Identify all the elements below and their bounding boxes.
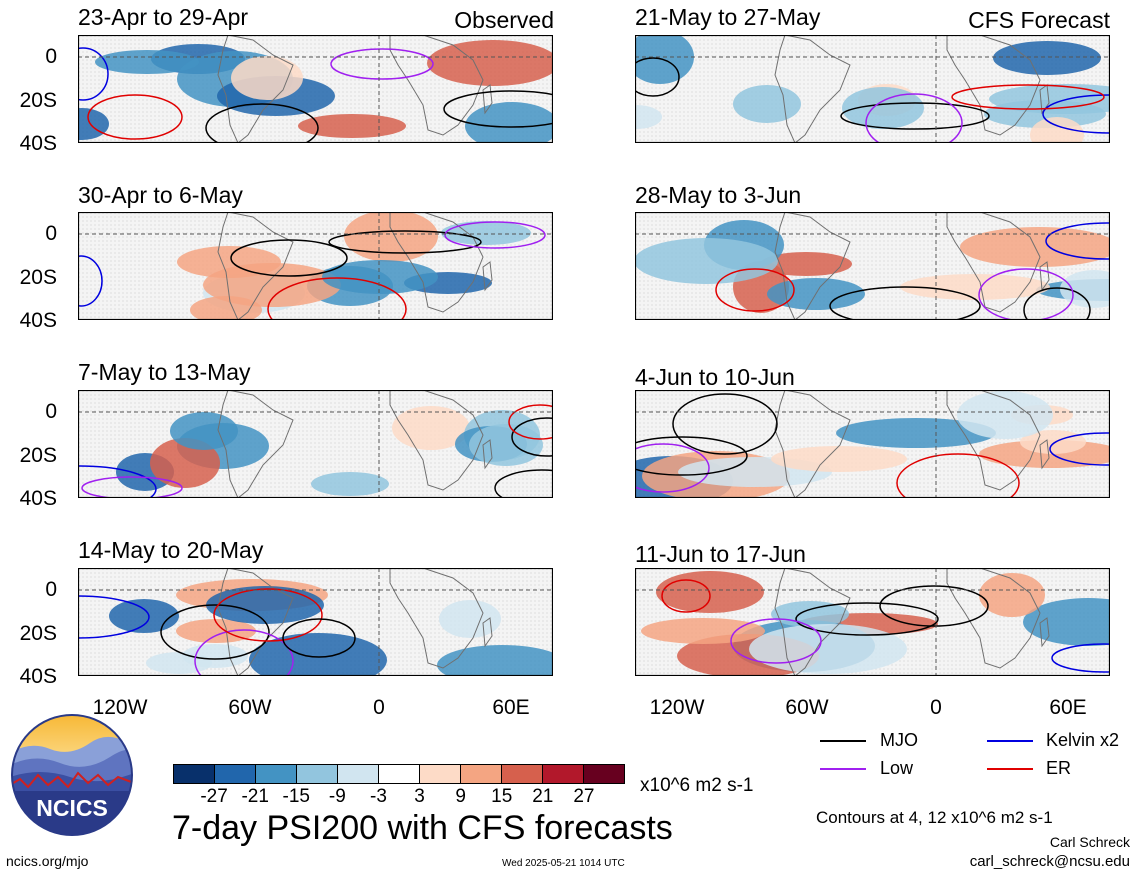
colorbar-swatch xyxy=(584,765,624,783)
panel-title-8: 11-Jun to 17-Jun xyxy=(635,541,806,567)
panel-title-1: 23-Apr to 29-Apr xyxy=(78,4,249,30)
lat-label-20s: 20S xyxy=(19,89,57,112)
colorbar-units: x10^6 m2 s-1 xyxy=(640,775,754,796)
lat-label-40s: 40S xyxy=(19,132,57,155)
colorbar-tick: 15 xyxy=(491,786,513,807)
site-link[interactable]: ncics.org/mjo xyxy=(6,853,89,869)
colorbar-swatch xyxy=(174,765,215,783)
panel-title-4: 14-May to 20-May xyxy=(78,537,264,563)
colorbar-tick: -27 xyxy=(200,786,228,807)
panel-title-5: 21-May to 27-May xyxy=(635,4,821,30)
lat-label-40s: 40S xyxy=(19,665,57,688)
lat-label-0: 0 xyxy=(45,222,57,245)
main-title: 7-day PSI200 with CFS forecasts xyxy=(172,809,673,847)
colorbar-tick: -9 xyxy=(328,786,346,807)
lon-label-120w: 120W xyxy=(649,696,705,719)
lat-label-40s: 40S xyxy=(19,487,57,510)
colorbar-swatch xyxy=(379,765,420,783)
legend-er-label: ER xyxy=(1046,758,1072,778)
colorbar-tick: 3 xyxy=(414,786,425,807)
map-panel-obs-2 xyxy=(78,212,553,320)
colorbar-tick: 21 xyxy=(532,786,554,807)
legend-kelvin-line xyxy=(987,740,1033,742)
map-panel-fcst-1 xyxy=(635,35,1110,143)
observed-label: Observed xyxy=(454,7,554,33)
lat-label-20s: 20S xyxy=(19,622,57,645)
lat-label-20s: 20S xyxy=(19,444,57,467)
panel-title-6: 28-May to 3-Jun xyxy=(635,182,802,208)
colorbar-tick: -15 xyxy=(282,786,310,807)
map-panel-fcst-2 xyxy=(635,212,1110,320)
legend-mjo-label: MJO xyxy=(880,730,918,750)
email: carl_schreck@ncsu.edu xyxy=(969,853,1130,870)
map-panel-fcst-3 xyxy=(635,390,1110,498)
legend-er-line xyxy=(987,768,1033,770)
colorbar-swatch xyxy=(256,765,297,783)
lon-label-60e: 60E xyxy=(492,696,530,719)
forecast-label: CFS Forecast xyxy=(968,7,1110,33)
colorbar-swatch xyxy=(543,765,584,783)
map-panel-fcst-4 xyxy=(635,568,1110,676)
ncics-logo: NCICS xyxy=(11,714,133,836)
colorbar-swatch xyxy=(502,765,543,783)
contours-note: Contours at 4, 12 x10^6 m2 s-1 xyxy=(816,808,1053,827)
logo-text: NCICS xyxy=(36,795,108,821)
legend-low-line xyxy=(820,768,866,770)
colorbar-swatch xyxy=(215,765,256,783)
colorbar xyxy=(173,764,625,784)
author: Carl Schreck xyxy=(1049,834,1130,850)
colorbar-tick: -3 xyxy=(370,786,387,807)
colorbar-tick: -21 xyxy=(241,786,269,807)
lat-label-40s: 40S xyxy=(19,309,57,332)
map-panel-obs-1 xyxy=(78,35,553,143)
colorbar-swatch xyxy=(420,765,461,783)
legend-kelvin-label: Kelvin x2 xyxy=(1046,730,1120,750)
colorbar-swatch xyxy=(461,765,502,783)
lon-label-0: 0 xyxy=(373,696,385,719)
map-panel-obs-4 xyxy=(78,568,553,676)
lon-label-60w: 60W xyxy=(228,696,272,719)
panel-title-7: 4-Jun to 10-Jun xyxy=(635,364,795,390)
panel-title-2: 30-Apr to 6-May xyxy=(78,182,243,208)
lon-label-120w: 120W xyxy=(92,696,148,719)
lon-label-60e: 60E xyxy=(1049,696,1087,719)
legend-mjo-line xyxy=(820,740,866,742)
lat-label-20s: 20S xyxy=(19,266,57,289)
lon-label-60w: 60W xyxy=(785,696,829,719)
lat-label-0: 0 xyxy=(45,45,57,68)
lon-label-0: 0 xyxy=(930,696,942,719)
colorbar-swatch xyxy=(338,765,379,783)
map-panel-obs-3 xyxy=(78,390,553,498)
lat-label-0: 0 xyxy=(45,578,57,601)
colorbar-swatch xyxy=(297,765,338,783)
colorbar-tick: 27 xyxy=(573,786,595,807)
colorbar-tick: 9 xyxy=(455,786,466,807)
legend-low-label: Low xyxy=(880,758,914,778)
timestamp: Wed 2025-05-21 1014 UTC xyxy=(502,858,625,869)
lat-label-0: 0 xyxy=(45,400,57,423)
panel-title-3: 7-May to 13-May xyxy=(78,359,251,385)
